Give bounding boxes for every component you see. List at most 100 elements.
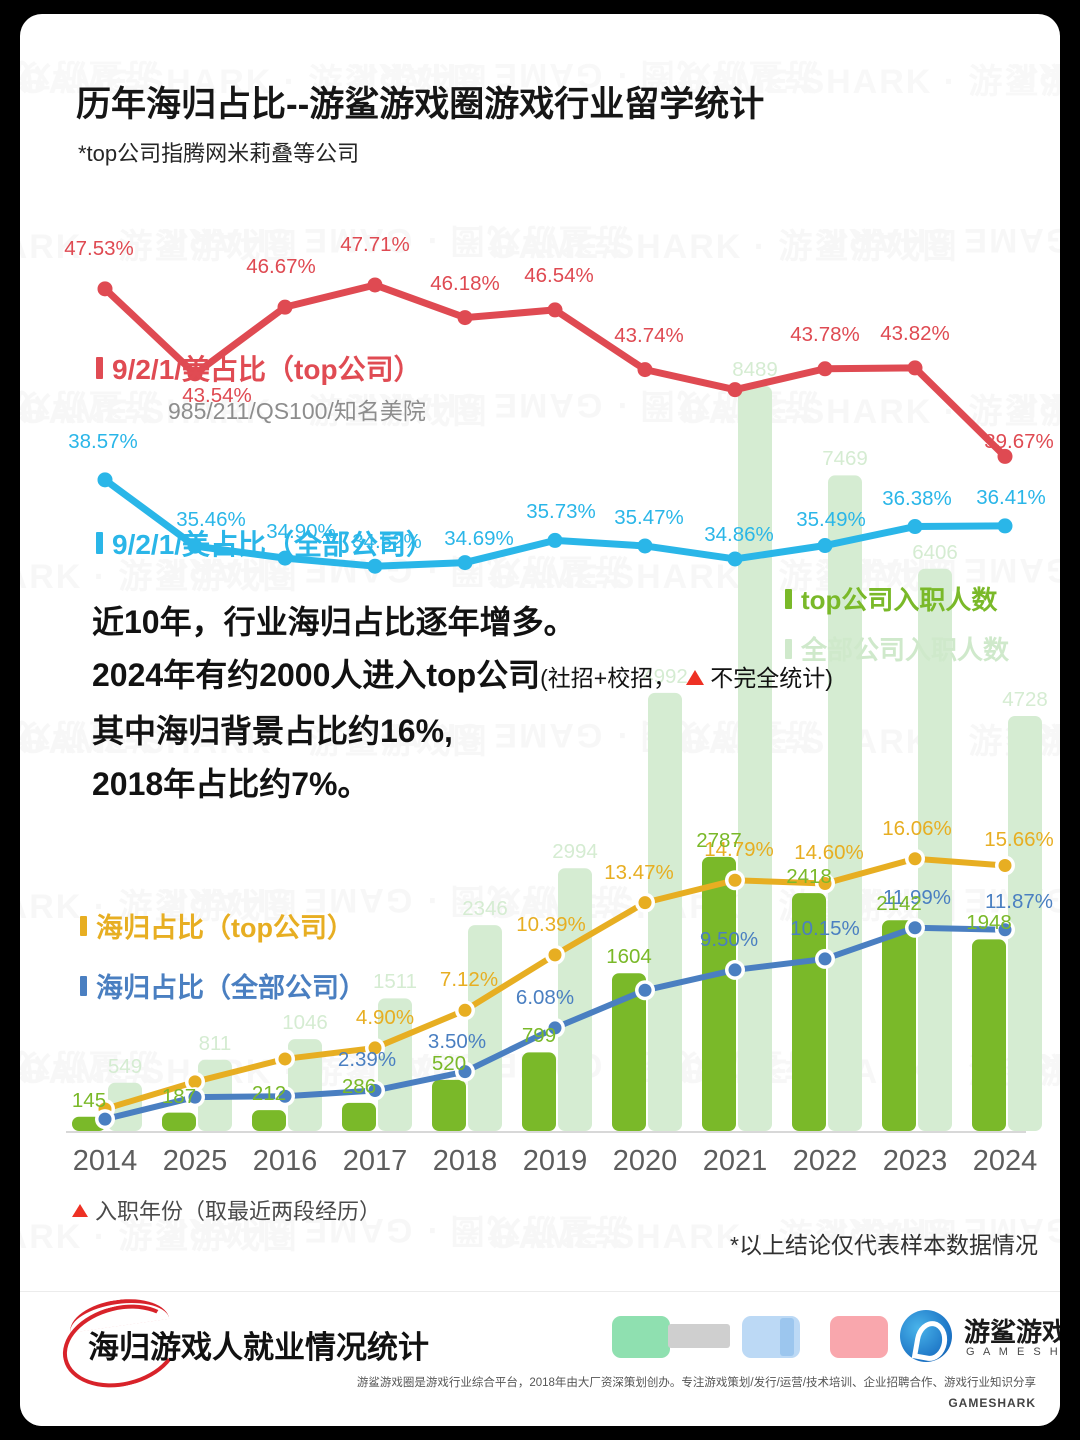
point-4a7fc1-2019 xyxy=(548,1021,562,1035)
label-yellow-2021: 14.79% xyxy=(704,838,774,862)
point-df4a52-2017 xyxy=(367,277,383,293)
gameshark-shark-icon xyxy=(900,1310,952,1362)
label-blue-2019: 6.08% xyxy=(515,985,575,1009)
label-bar-light-2016: 1046 xyxy=(282,1011,328,1035)
label-cyan-2021: 34.86% xyxy=(704,522,774,546)
narrative-line-2-note-b: 不完全统计) xyxy=(710,665,833,691)
point-df4a52-2014 xyxy=(97,281,113,297)
label-yellow-2019: 10.39% xyxy=(516,912,586,936)
point-2ab6e8-2021 xyxy=(727,551,743,567)
x-tick-2017: 2017 xyxy=(342,1145,408,1177)
label-cyan-2016: 34.90% xyxy=(266,520,336,544)
point-e7ae22-2017 xyxy=(368,1041,382,1055)
narrative-line-2-main: 2024年有约2000人进入top公司 xyxy=(92,657,541,693)
point-df4a52-2020 xyxy=(637,362,653,378)
label-red-2025: 43.54% xyxy=(182,383,252,407)
partner-logo-1-text-blur xyxy=(668,1324,730,1348)
label-red-2018: 46.18% xyxy=(430,271,500,295)
label-yellow-2017: 4.90% xyxy=(355,1005,415,1029)
legend-dark-green-swatch xyxy=(785,588,792,609)
bar-dark-green-2017 xyxy=(342,1102,376,1131)
bar-light-green-2023 xyxy=(918,568,952,1131)
point-df4a52-2018 xyxy=(457,310,473,326)
point-e7ae22-2020 xyxy=(638,896,652,910)
x-tick-2022: 2022 xyxy=(792,1145,858,1177)
narrative-line-2: 2024年有约2000人进入top公司(社招+校招， 不完全统计) xyxy=(92,649,833,705)
footnote-left: 入职年份（取最近两段经历） xyxy=(72,1194,381,1226)
bar-light-green-2024 xyxy=(1008,715,1042,1131)
legend-blue-line: 海归占比（全部公司） xyxy=(80,966,366,1005)
bar-dark-green-2016 xyxy=(252,1110,286,1131)
point-2ab6e8-2020 xyxy=(637,538,653,554)
bar-dark-green-2019 xyxy=(522,1052,556,1131)
point-4a7fc1-2014 xyxy=(98,1112,112,1126)
x-tick-2018: 2018 xyxy=(432,1145,498,1177)
label-bar-dark-2016: 212 xyxy=(251,1082,287,1106)
label-bar-dark-2014: 145 xyxy=(71,1088,107,1112)
gameshark-name-latin: G A M E S H A R K xyxy=(966,1346,1060,1358)
bar-light-green-2018 xyxy=(468,925,502,1131)
label-bar-dark-2020: 1604 xyxy=(606,945,652,969)
partner-logo-2-bar-icon xyxy=(780,1318,794,1356)
point-e7ae22-2025 xyxy=(188,1075,202,1089)
label-bar-light-2018: 2346 xyxy=(462,897,508,921)
label-bar-dark-2023: 2142 xyxy=(876,892,922,916)
label-bar-light-2021: 8489 xyxy=(732,357,778,381)
point-e7ae22-2024 xyxy=(998,859,1012,872)
label-red-2016: 46.67% xyxy=(246,255,316,279)
bar-dark-green-2024 xyxy=(972,939,1006,1131)
label-bar-light-2025: 811 xyxy=(198,1031,232,1055)
page-title: 历年海归占比--游鲨游戏圈游戏行业留学统计 xyxy=(76,85,765,124)
label-cyan-2017: 34.52% xyxy=(352,530,422,554)
point-2ab6e8-2014 xyxy=(97,472,113,488)
label-red-2022: 43.78% xyxy=(790,322,860,346)
legend-light-green-label: 全部公司入职人数 xyxy=(801,635,1010,665)
label-cyan-2023: 36.38% xyxy=(882,486,952,510)
legend-light-green-bar: 全部公司入职人数 xyxy=(785,630,1009,667)
page-subtitle: *top公司指腾网米莉叠等公司 xyxy=(78,141,360,166)
bar-dark-green-2020 xyxy=(612,973,646,1131)
point-df4a52-2025 xyxy=(187,366,203,382)
legend-dark-green-bar: top公司入职人数 xyxy=(785,580,997,617)
label-bar-dark-2019: 799 xyxy=(521,1024,557,1048)
label-bar-light-2023: 6406 xyxy=(912,540,958,564)
label-blue-2022: 10.15% xyxy=(790,916,860,940)
label-yellow-2020: 13.47% xyxy=(604,860,674,884)
x-tick-2016: 2016 xyxy=(252,1145,318,1177)
brand-description: 游鲨游戏圈是游戏行业综合平台，2018年由大厂资深策划创办。专注游戏策划/发行/… xyxy=(356,1377,1036,1389)
legend-light-green-swatch xyxy=(785,638,792,659)
point-df4a52-2023 xyxy=(907,360,923,376)
x-axis-line xyxy=(66,1131,1026,1133)
point-2ab6e8-2023 xyxy=(907,519,923,535)
x-tick-2019: 2019 xyxy=(522,1145,588,1177)
label-bar-dark-2022: 2418 xyxy=(786,865,832,889)
label-red-2019: 46.54% xyxy=(524,263,594,287)
legend-yellow-swatch xyxy=(80,915,87,936)
narrative-line-1: 近10年，行业海归占比逐年增多。 xyxy=(92,604,576,640)
label-bar-dark-2021: 2787 xyxy=(696,828,742,852)
partner-logo-1-icon xyxy=(612,1316,670,1358)
point-e7ae22-2021 xyxy=(728,873,742,887)
legend-cyan-label: 9/2/1/美占比（全部公司） xyxy=(112,529,435,560)
footnote-left-text: 入职年份（取最近两段经历） xyxy=(95,1199,382,1224)
narrative-line-3: 其中海归背景占比约16%, xyxy=(92,713,453,749)
label-red-2017: 47.71% xyxy=(340,232,410,256)
point-2ab6e8-2018 xyxy=(457,555,473,571)
bar-dark-green-2023 xyxy=(882,920,916,1131)
bar-light-green-2020 xyxy=(648,692,682,1131)
brand-description-latin: GAMESHARK xyxy=(948,1396,1036,1410)
label-blue-2021: 9.50% xyxy=(699,927,759,951)
label-blue-2018: 3.50% xyxy=(427,1029,487,1053)
legend-cyan-line: 9/2/1/美占比（全部公司） xyxy=(96,523,434,563)
label-bar-light-2020: 4992 xyxy=(642,664,688,688)
legend-red-line: 9/2/1/美占比（top公司） xyxy=(96,348,422,388)
x-tick-2014: 2014 xyxy=(72,1145,138,1177)
point-e7ae22-2022 xyxy=(818,876,832,890)
bar-dark-green-2025 xyxy=(162,1112,196,1131)
point-2ab6e8-2017 xyxy=(367,558,383,574)
point-2ab6e8-2022 xyxy=(817,538,833,554)
bar-light-green-2022 xyxy=(828,475,862,1131)
label-red-2020: 43.74% xyxy=(614,323,684,347)
legend-cyan-sublabel: 985/211/QS100/知名美院 xyxy=(168,398,426,424)
legend-red-swatch xyxy=(96,357,103,379)
